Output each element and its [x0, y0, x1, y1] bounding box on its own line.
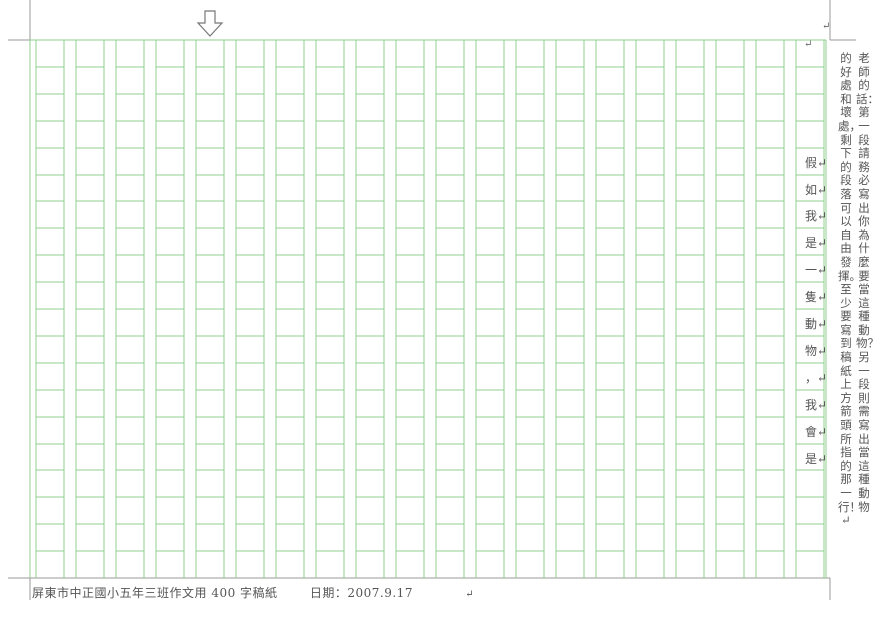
date-label: 日期：2007.9.17 — [309, 586, 413, 600]
footer-line: 屏東市中正國小五年三班作文用 400 字稿紙 日期：2007.9.17 ↵ — [32, 584, 474, 601]
teacher-note-column-1: 老師的話：第一段請務必寫出你為什麼要當這種動物？另一段則需寫出當這種動物 — [856, 51, 879, 514]
draft-character: 是↵ — [804, 452, 828, 466]
draft-character: 如↵ — [804, 183, 828, 197]
draft-character: 隻↵ — [804, 290, 828, 304]
draft-character: 物↵ — [804, 344, 828, 358]
column-top-paragraph-mark: ↵ — [804, 39, 813, 50]
draft-character: 一↵ — [804, 263, 828, 277]
draft-character: 我↵ — [804, 398, 828, 412]
footer-paragraph-mark: ↵ — [465, 589, 475, 600]
draft-character: 是↵ — [804, 236, 828, 250]
teacher-note-column-2: 的好處和壞處，剩下的段落可以自由發揮。至少要寫到稿紙上方箭頭所指的那一行！↵ — [838, 51, 861, 528]
school-paper-title: 屏東市中正國小五年三班作文用 400 字稿紙 — [32, 586, 278, 600]
top-right-paragraph-mark: ↵ — [822, 21, 831, 32]
draft-character: 我↵ — [804, 209, 828, 223]
draft-character: 動↵ — [804, 317, 828, 331]
draft-character: 假↵ — [804, 156, 828, 170]
draft-character: 會↵ — [804, 425, 828, 439]
down-arrow-icon — [196, 10, 224, 42]
draft-character: ，↵ — [804, 371, 828, 385]
